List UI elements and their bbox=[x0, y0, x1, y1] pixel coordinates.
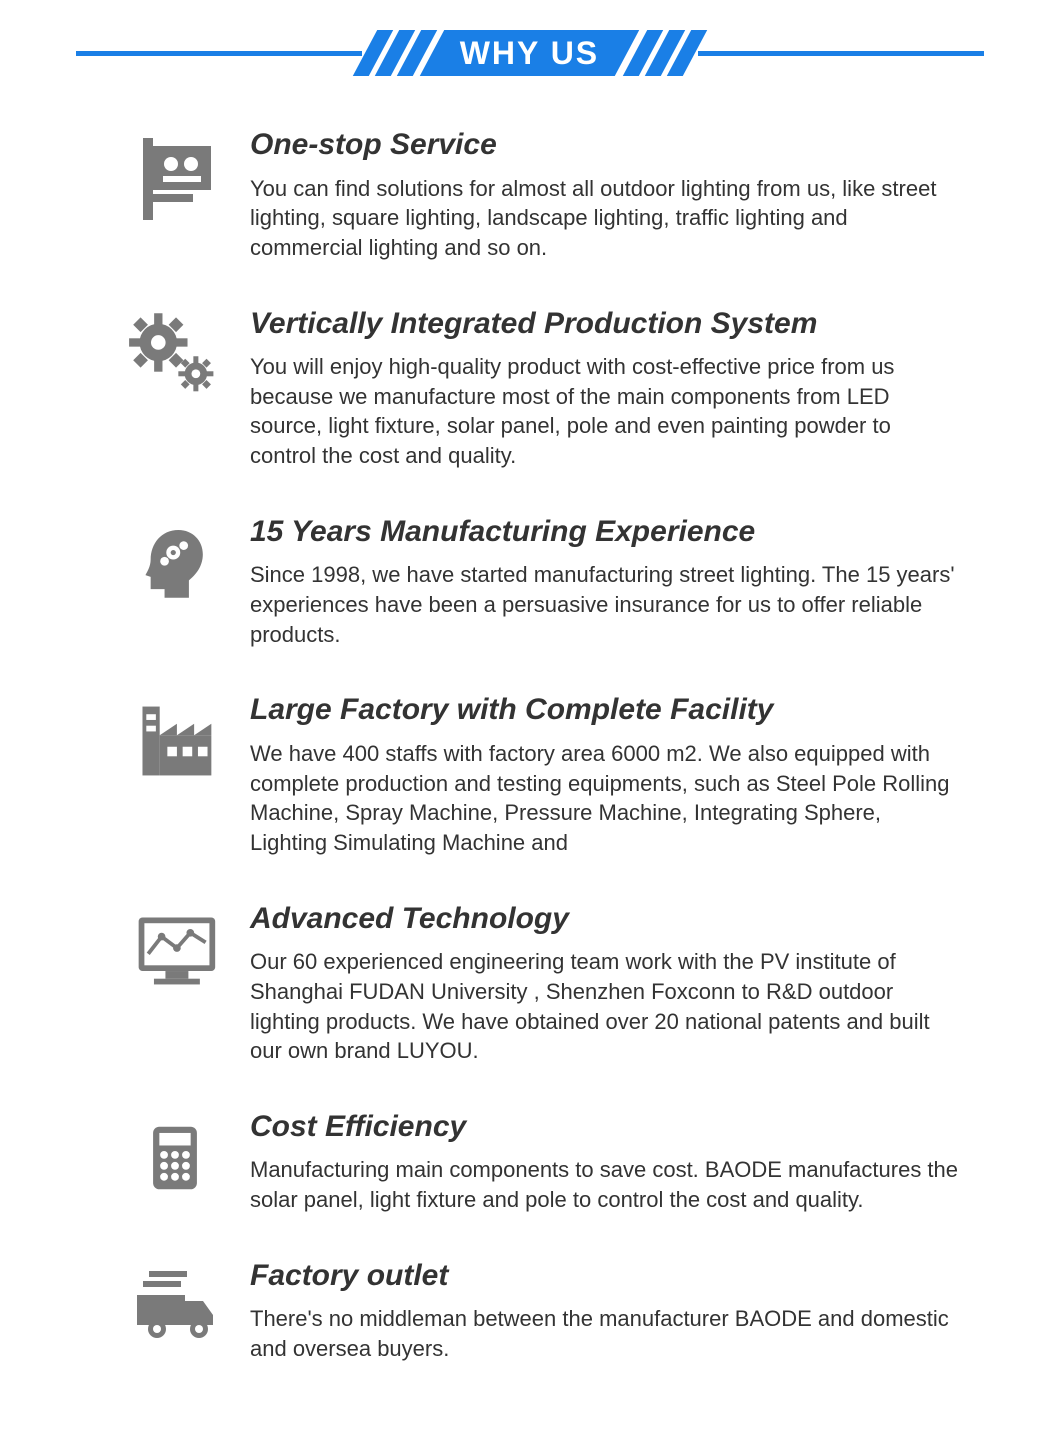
gears-icon bbox=[100, 305, 250, 399]
feature-body: There's no middleman between the manufac… bbox=[250, 1304, 960, 1363]
feature-title: Cost Efficiency bbox=[250, 1108, 960, 1146]
feature-outlet: Factory outlet There's no middleman betw… bbox=[100, 1257, 960, 1364]
monitor-chart-icon bbox=[100, 900, 250, 994]
feature-body: Our 60 experienced engineering team work… bbox=[250, 947, 960, 1066]
feature-title: Vertically Integrated Production System bbox=[250, 305, 960, 343]
feature-body: Since 1998, we have started manufacturin… bbox=[250, 560, 960, 649]
banner-rule-left bbox=[76, 51, 362, 56]
banner-stripes-left bbox=[362, 30, 428, 76]
feature-one-stop: One-stop Service You can find solutions … bbox=[100, 126, 960, 263]
features-list: One-stop Service You can find solutions … bbox=[0, 126, 1060, 1446]
banner-rule-right bbox=[698, 51, 984, 56]
feature-cost: Cost Efficiency Manufacturing main compo… bbox=[100, 1108, 960, 1215]
feature-experience: 15 Years Manufacturing Experience Since … bbox=[100, 513, 960, 650]
truck-icon bbox=[100, 1257, 250, 1343]
feature-factory: Large Factory with Complete Facility We … bbox=[100, 691, 960, 857]
feature-body: You can find solutions for almost all ou… bbox=[250, 174, 960, 263]
feature-title: One-stop Service bbox=[250, 126, 960, 164]
feature-title: Advanced Technology bbox=[250, 900, 960, 938]
factory-icon bbox=[100, 691, 250, 785]
feature-body: We have 400 staffs with factory area 600… bbox=[250, 739, 960, 858]
feature-body: You will enjoy high-quality product with… bbox=[250, 352, 960, 471]
calculator-icon bbox=[100, 1108, 250, 1202]
feature-body: Manufacturing main components to save co… bbox=[250, 1155, 960, 1214]
head-gears-icon bbox=[100, 513, 250, 607]
banner-stripes-right bbox=[632, 30, 698, 76]
feature-title: 15 Years Manufacturing Experience bbox=[250, 513, 960, 551]
why-us-banner: WHY US bbox=[76, 30, 984, 76]
feature-title: Large Factory with Complete Facility bbox=[250, 691, 960, 729]
banner-label: WHY US bbox=[420, 30, 640, 76]
feature-technology: Advanced Technology Our 60 experienced e… bbox=[100, 900, 960, 1066]
feature-title: Factory outlet bbox=[250, 1257, 960, 1295]
banner-center: WHY US bbox=[362, 30, 697, 76]
feature-integrated: Vertically Integrated Production System … bbox=[100, 305, 960, 471]
billboard-icon bbox=[100, 126, 250, 224]
